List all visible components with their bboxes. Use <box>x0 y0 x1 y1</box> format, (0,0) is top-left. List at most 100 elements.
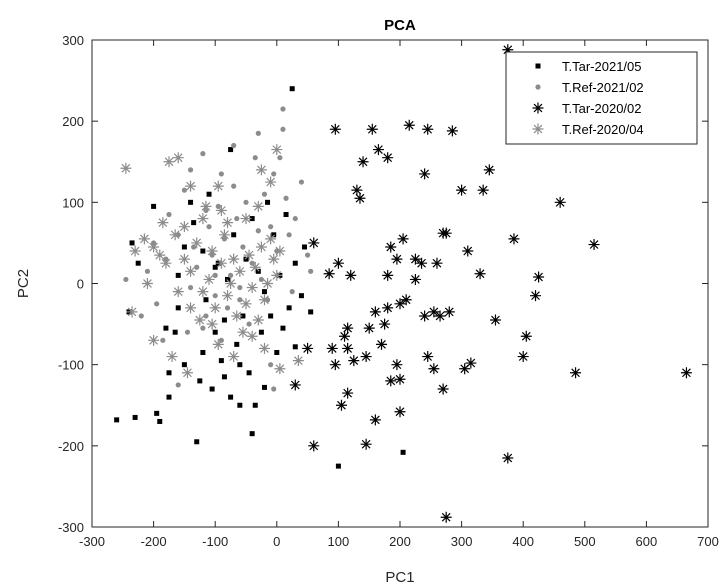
data-point <box>271 386 277 392</box>
data-point <box>258 342 270 354</box>
data-point <box>366 123 378 135</box>
data-point <box>175 272 181 278</box>
data-point <box>342 387 354 399</box>
data-point <box>465 357 477 369</box>
data-point <box>274 245 286 257</box>
data-point <box>243 199 249 205</box>
x-tick-label: 0 <box>273 534 280 549</box>
legend-label: T.Tar-2021/05 <box>562 59 642 74</box>
data-point <box>231 310 243 322</box>
data-point <box>148 334 160 346</box>
data-point <box>157 217 169 229</box>
data-point <box>428 306 440 318</box>
data-point <box>268 362 274 368</box>
data-point <box>382 269 394 281</box>
data-point <box>172 152 184 164</box>
x-tick-label: 300 <box>451 534 473 549</box>
data-point <box>252 314 264 326</box>
data-point <box>271 171 277 177</box>
data-point <box>274 349 280 355</box>
data-point <box>191 244 197 250</box>
data-point <box>345 269 357 281</box>
data-point <box>369 414 381 426</box>
data-point <box>292 260 298 266</box>
data-point <box>385 241 397 253</box>
data-point <box>271 269 283 281</box>
data-point <box>234 341 240 347</box>
data-point <box>456 184 468 196</box>
data-point <box>280 325 286 331</box>
data-point <box>212 338 224 350</box>
data-point <box>209 386 215 392</box>
x-tick-label: 500 <box>574 534 596 549</box>
data-point <box>240 213 252 225</box>
data-point <box>554 196 566 208</box>
data-point <box>262 278 274 289</box>
data-point <box>308 268 314 274</box>
data-point <box>246 282 258 294</box>
data-point <box>329 359 341 371</box>
data-point <box>289 379 301 391</box>
data-point <box>123 276 129 283</box>
data-point <box>280 126 286 132</box>
data-point <box>372 144 384 156</box>
legend-label: T.Tar-2020/02 <box>562 101 642 116</box>
data-point <box>249 261 261 273</box>
data-point <box>258 276 264 283</box>
data-point <box>502 44 514 56</box>
data-point <box>237 326 249 338</box>
x-tick-label: 200 <box>389 534 411 549</box>
data-point <box>240 313 246 319</box>
data-point <box>379 318 391 330</box>
data-point <box>385 375 397 387</box>
data-point <box>114 417 120 423</box>
data-point <box>154 410 160 416</box>
chart-title: PCA <box>384 17 416 34</box>
data-point <box>428 363 440 375</box>
data-point <box>160 257 172 269</box>
data-point <box>268 313 274 319</box>
x-axis: -300 -200 -100 0 100 200 300 400 500 600 700 <box>79 40 719 549</box>
data-point <box>154 249 166 261</box>
data-point <box>132 414 138 420</box>
data-point <box>520 330 532 342</box>
data-point <box>148 241 160 253</box>
data-point <box>181 367 193 379</box>
data-point <box>181 362 187 368</box>
data-point <box>172 329 178 335</box>
data-point <box>357 156 369 168</box>
data-point <box>261 191 268 197</box>
data-point <box>335 463 341 469</box>
data-point <box>160 337 166 343</box>
data-point <box>200 325 206 331</box>
data-point <box>422 123 434 135</box>
data-point <box>680 367 692 379</box>
data-point <box>286 232 292 238</box>
data-point <box>212 293 218 299</box>
data-point <box>286 305 292 311</box>
data-point <box>209 302 221 314</box>
data-point <box>283 212 289 218</box>
data-point <box>268 253 280 265</box>
data-point <box>403 119 415 131</box>
data-point <box>166 394 172 400</box>
data-point <box>298 293 304 299</box>
data-point <box>258 329 264 335</box>
data-point <box>437 227 449 239</box>
data-point <box>224 305 231 311</box>
data-point <box>129 240 135 246</box>
data-point <box>187 167 194 173</box>
data-point <box>342 322 354 334</box>
data-point <box>185 302 197 314</box>
data-point <box>243 256 249 262</box>
data-point <box>218 337 224 343</box>
data-point <box>206 318 218 330</box>
y-tick-label: -100 <box>58 358 84 373</box>
data-point <box>240 244 246 250</box>
x-tick-label: -200 <box>141 534 167 549</box>
data-point <box>255 241 267 253</box>
data-point <box>271 232 277 238</box>
data-point <box>255 268 261 274</box>
data-point <box>258 294 270 306</box>
data-point <box>271 144 283 156</box>
